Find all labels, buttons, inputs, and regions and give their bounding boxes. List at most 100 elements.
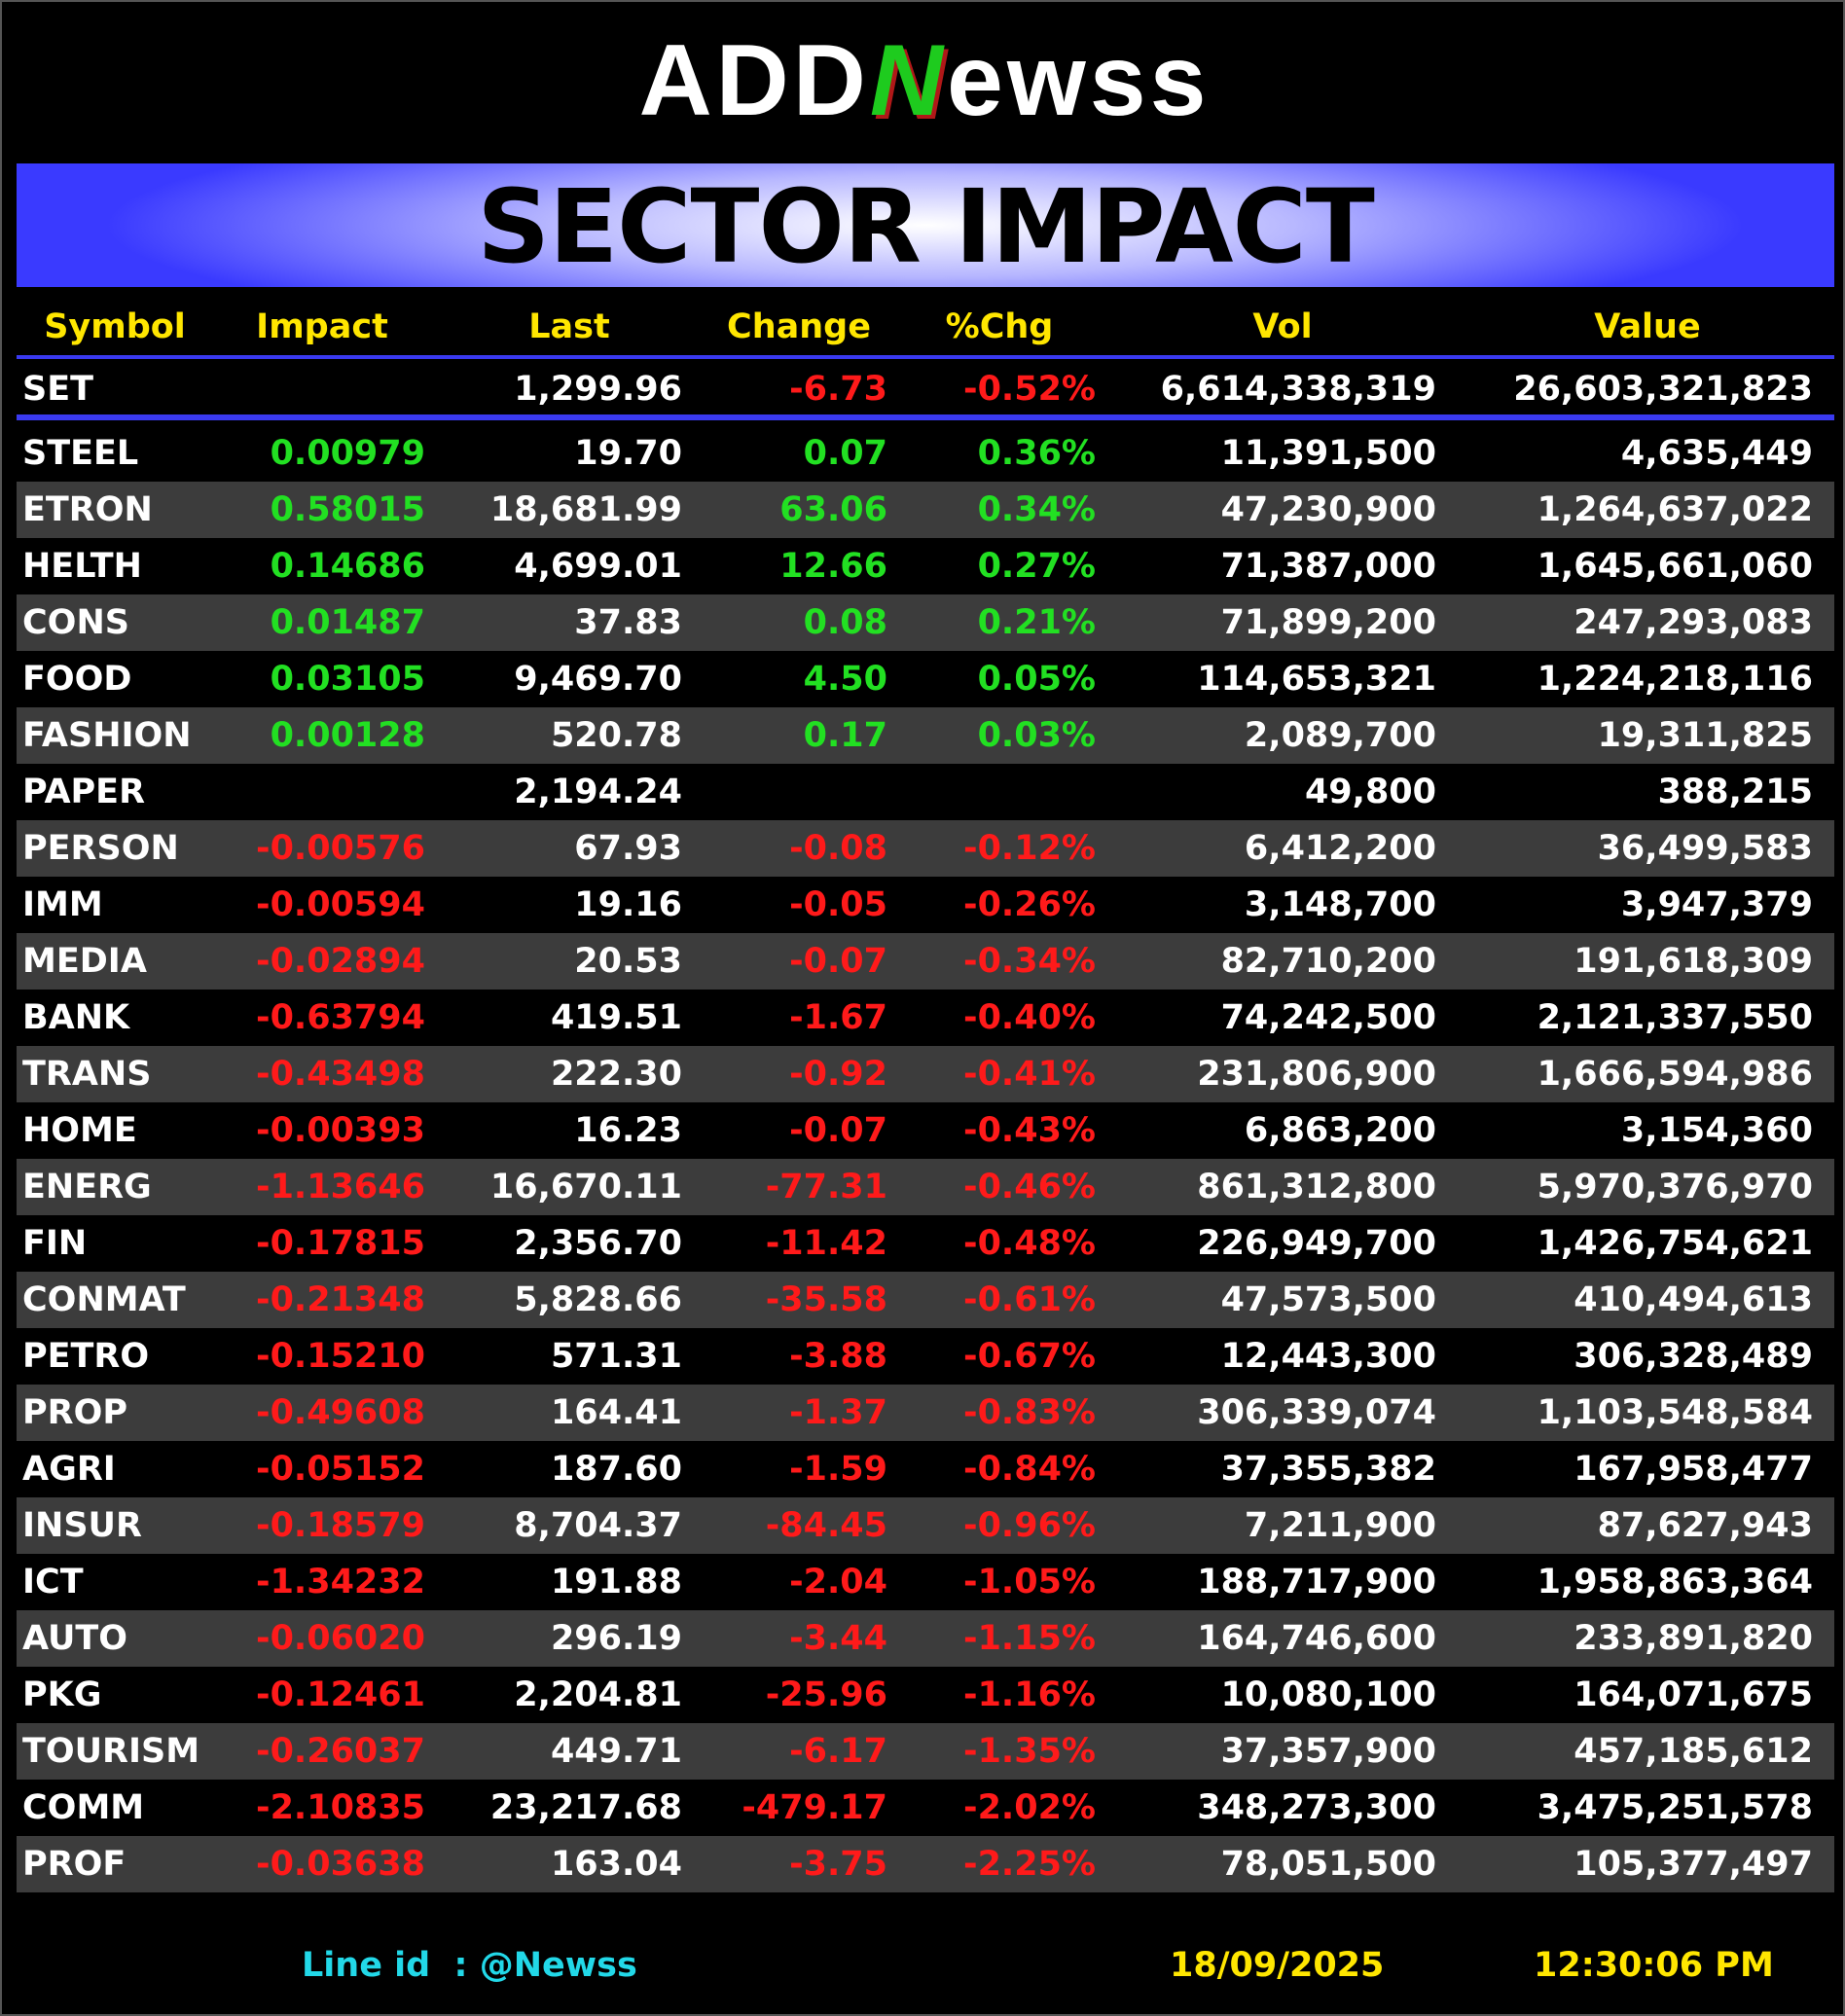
table-cell: HELTH — [22, 547, 142, 586]
logo-right: ewss — [947, 24, 1211, 137]
table-cell: PROF — [22, 1845, 127, 1884]
column-header: Last — [528, 307, 610, 346]
table-cell: -1.16% — [963, 1675, 1096, 1714]
table-cell: -1.05% — [963, 1563, 1096, 1602]
table-cell: 5,970,376,970 — [1537, 1168, 1813, 1206]
date: 18/09/2025 — [1170, 1946, 1385, 1985]
table-cell: -0.26% — [963, 885, 1096, 924]
table-cell: 0.14686 — [270, 547, 425, 586]
table-cell: -1.13646 — [256, 1168, 425, 1206]
column-header: %Chg — [945, 307, 1054, 346]
table-cell: 37,355,382 — [1220, 1450, 1436, 1489]
table-cell: 0.01487 — [270, 603, 425, 642]
table-cell: TRANS — [22, 1055, 152, 1094]
table-cell: 2,204.81 — [514, 1675, 682, 1714]
table-cell: 9,469.70 — [514, 660, 682, 699]
table-cell: 19.70 — [574, 434, 682, 473]
table-cell: -0.08 — [789, 829, 887, 868]
table-cell: -0.63794 — [256, 998, 425, 1037]
table-cell: AGRI — [22, 1450, 116, 1489]
table-cell: 47,230,900 — [1220, 490, 1436, 529]
index-cell: 6,614,338,319 — [1160, 370, 1436, 409]
table-cell: -0.12% — [963, 829, 1096, 868]
table-cell: 0.21% — [977, 603, 1096, 642]
table-cell: -1.37 — [789, 1393, 887, 1432]
table-cell: -0.12461 — [256, 1675, 425, 1714]
table-cell: 0.58015 — [270, 490, 425, 529]
row-stripe — [17, 482, 1834, 538]
table-cell: -0.15210 — [256, 1337, 425, 1376]
table-cell: -0.18579 — [256, 1506, 425, 1545]
table-cell: -0.05152 — [256, 1450, 425, 1489]
index-cell: 1,299.96 — [514, 370, 682, 409]
table-cell: -0.83% — [963, 1393, 1096, 1432]
table-cell: 222.30 — [550, 1055, 682, 1094]
table-cell: HOME — [22, 1111, 137, 1150]
table-cell: 63.06 — [779, 490, 887, 529]
table-cell: 6,412,200 — [1244, 829, 1436, 868]
table-cell: PETRO — [22, 1337, 150, 1376]
table-cell: 410,494,613 — [1574, 1280, 1813, 1319]
row-stripe — [17, 1046, 1834, 1102]
table-cell: PERSON — [22, 829, 179, 868]
table-cell: 1,264,637,022 — [1537, 490, 1813, 529]
table-cell: -11.42 — [765, 1224, 887, 1263]
table-cell: 233,891,820 — [1574, 1619, 1813, 1658]
table-cell: -1.34232 — [256, 1563, 425, 1602]
table-cell: -0.03638 — [256, 1845, 425, 1884]
table-cell: -0.00576 — [256, 829, 425, 868]
table-cell: 23,217.68 — [489, 1788, 682, 1827]
table-cell: 18,681.99 — [489, 490, 682, 529]
table-cell: 0.03105 — [270, 660, 425, 699]
table-cell: -2.25% — [963, 1845, 1096, 1884]
table-cell: 10,080,100 — [1220, 1675, 1436, 1714]
table-cell: PROP — [22, 1393, 128, 1432]
table-cell: 247,293,083 — [1574, 603, 1813, 642]
logo-mark: N — [869, 24, 947, 137]
index-cell: SET — [22, 370, 93, 409]
table-cell: -0.34% — [963, 942, 1096, 981]
table-cell: -3.44 — [789, 1619, 887, 1658]
table-cell: 187.60 — [550, 1450, 682, 1489]
table-cell: 163.04 — [550, 1845, 682, 1884]
table-cell: 0.08 — [803, 603, 887, 642]
table-cell: 12,443,300 — [1220, 1337, 1436, 1376]
table-cell: 457,185,612 — [1574, 1732, 1813, 1771]
table-cell: -1.15% — [963, 1619, 1096, 1658]
table-cell: 306,328,489 — [1574, 1337, 1813, 1376]
table-cell: 571.31 — [550, 1337, 682, 1376]
table-cell: 0.17 — [803, 716, 887, 755]
table-cell: 114,653,321 — [1197, 660, 1436, 699]
table-cell: 71,387,000 — [1220, 547, 1436, 586]
table-cell: -0.49608 — [256, 1393, 425, 1432]
table-cell: -84.45 — [765, 1506, 887, 1545]
column-header: Symbol — [44, 307, 186, 346]
table-cell: 82,710,200 — [1220, 942, 1436, 981]
column-header: Value — [1594, 307, 1701, 346]
column-header: Change — [727, 307, 871, 346]
table-cell: 449.71 — [550, 1732, 682, 1771]
table-cell: -0.46% — [963, 1168, 1096, 1206]
table-cell: 67.93 — [574, 829, 682, 868]
table-cell: -0.07 — [789, 942, 887, 981]
table-cell: TOURISM — [22, 1732, 200, 1771]
table-cell: -0.48% — [963, 1224, 1096, 1263]
table-cell: CONMAT — [22, 1280, 186, 1319]
title: SECTOR IMPACT — [477, 167, 1375, 286]
table-cell: 87,627,943 — [1597, 1506, 1813, 1545]
table-cell: -0.40% — [963, 998, 1096, 1037]
row-stripe — [17, 1723, 1834, 1780]
table-cell: 105,377,497 — [1574, 1845, 1813, 1884]
time: 12:30:06 PM — [1534, 1946, 1774, 1985]
table-cell: 11,391,500 — [1220, 434, 1436, 473]
table-cell: 0.03% — [977, 716, 1096, 755]
column-header: Impact — [256, 307, 388, 346]
table-cell: STEEL — [22, 434, 139, 473]
table-cell: -0.21348 — [256, 1280, 425, 1319]
table-cell: 8,704.37 — [514, 1506, 682, 1545]
table-cell: 37,357,900 — [1220, 1732, 1436, 1771]
table-cell: ICT — [22, 1563, 84, 1602]
table-cell: 0.27% — [977, 547, 1096, 586]
table-cell: 37.83 — [574, 603, 682, 642]
table-cell: 164.41 — [550, 1393, 682, 1432]
